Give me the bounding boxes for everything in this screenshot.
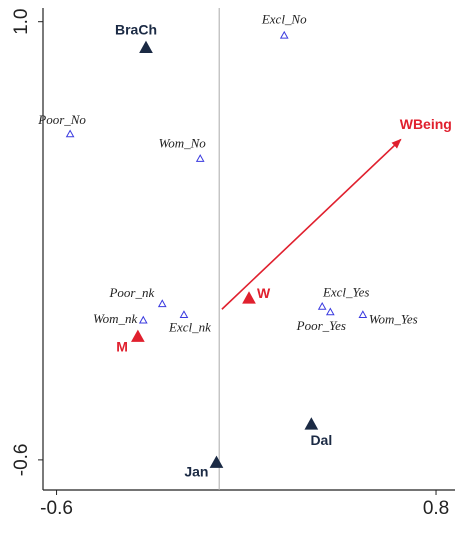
point (139, 40, 153, 54)
point (209, 455, 224, 468)
point-label: Poor_No (37, 112, 86, 127)
arrow-label: WBeing (400, 116, 452, 132)
point (358, 310, 368, 319)
point-label: M (116, 338, 128, 354)
point (325, 307, 335, 316)
y-tick-label: -0.6 (11, 444, 32, 477)
point-label: BraCh (115, 21, 157, 37)
point-label: Excl_No (261, 11, 307, 26)
point-label: Wom_Yes (369, 312, 418, 327)
point-label: W (257, 285, 271, 301)
point (65, 129, 75, 138)
point-label: Wom_No (159, 136, 207, 151)
point-label: Wom_nk (93, 311, 138, 326)
x-tick-label: -0.6 (40, 498, 73, 519)
point (195, 154, 205, 162)
y-tick-label: 1.0 (11, 8, 32, 34)
point-label: Dal (310, 432, 332, 448)
point (317, 301, 327, 310)
point (242, 291, 256, 304)
point-label: Excl_Yes (322, 284, 369, 299)
point (179, 310, 189, 319)
point (279, 30, 289, 39)
arrow (221, 138, 402, 310)
point (157, 299, 167, 308)
point (138, 315, 148, 324)
point-label: Jan (184, 463, 208, 479)
point-label: Poor_nk (108, 285, 154, 300)
point (304, 417, 319, 430)
point-label: Excl_nk (168, 320, 211, 335)
x-tick-label: 0.8 (423, 498, 449, 519)
point-label: Poor_Yes (296, 318, 346, 333)
point (131, 329, 145, 342)
